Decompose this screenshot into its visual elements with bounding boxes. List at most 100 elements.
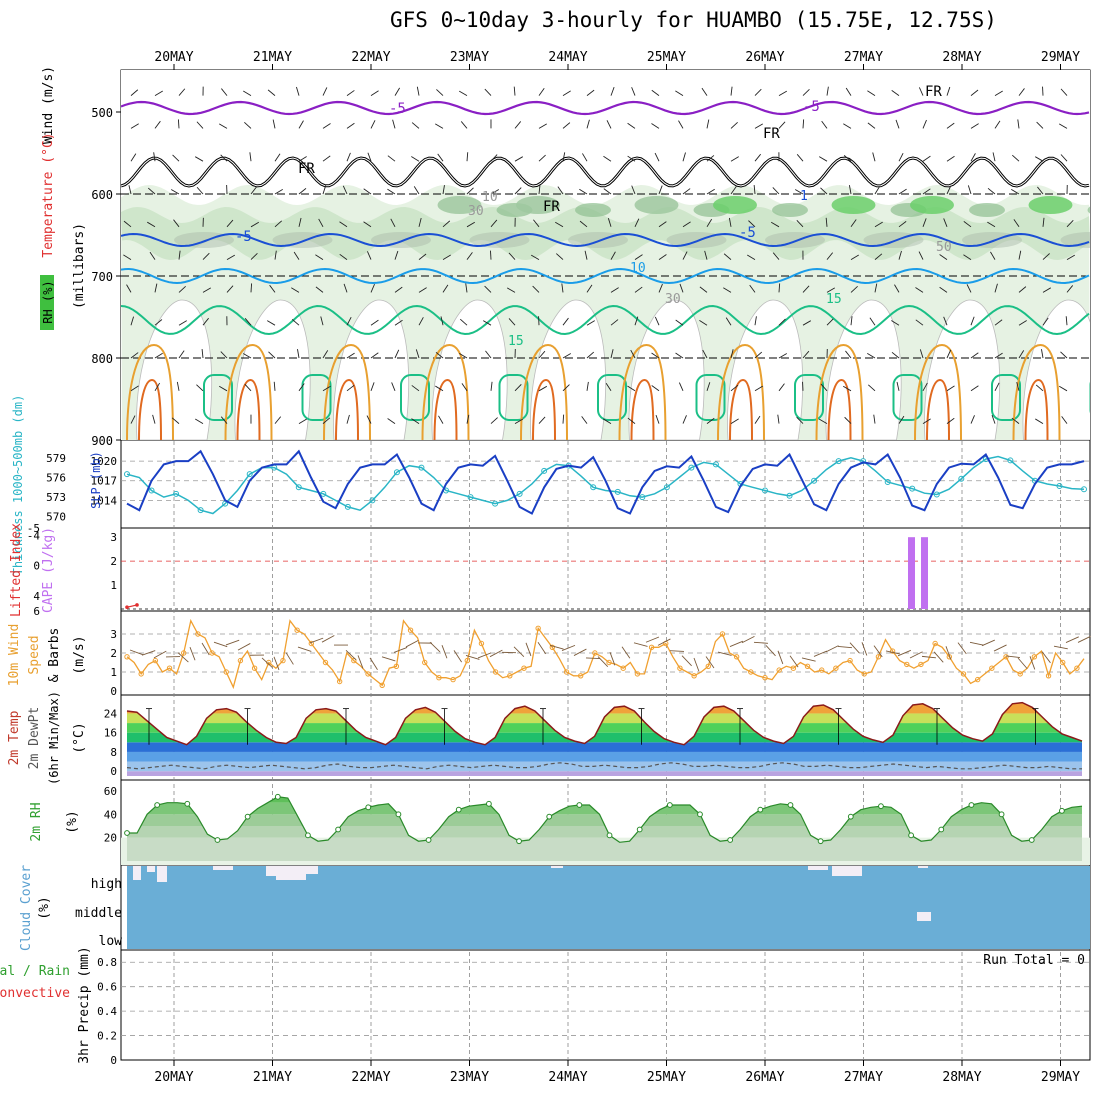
isotherm-5 — [121, 232, 1090, 248]
wind-barb — [490, 219, 498, 228]
wind-barb — [867, 353, 876, 359]
wind-barb — [508, 318, 516, 326]
rh-2m-panel: 60 40 20 — [104, 785, 1090, 865]
wind-barb — [346, 384, 355, 392]
wind-barb — [826, 318, 834, 326]
wind-speed-point — [932, 640, 938, 647]
wind-barb — [796, 154, 804, 162]
wind-barb — [244, 122, 252, 129]
wind-barb-10m — [273, 656, 280, 671]
wind-barb — [196, 186, 204, 195]
wind-barb — [891, 320, 900, 326]
wind-barb-10m — [597, 656, 609, 667]
dry-pocket — [333, 299, 410, 440]
wind-barb — [218, 123, 228, 129]
wind-barb-10m — [549, 644, 564, 650]
cape-label: CAPE (J/kg) — [41, 527, 56, 613]
isotherm-warm — [421, 343, 470, 440]
cloud-units-label: (%) — [37, 896, 52, 919]
wind-barb-10m — [861, 642, 868, 656]
cloud-gap — [276, 866, 306, 880]
wind-barb — [919, 349, 924, 359]
wind-speed-point — [181, 650, 187, 656]
wind-barb — [634, 218, 640, 227]
wind-barb — [848, 185, 852, 195]
wind-barb — [154, 352, 163, 359]
wind-barb-10m — [909, 651, 923, 659]
wind-tick-label: 1 — [110, 666, 117, 679]
wind-barb — [898, 250, 902, 260]
wind-barb — [826, 287, 836, 293]
thickness-point — [148, 487, 155, 494]
wind-barb — [1018, 320, 1027, 326]
wind-barb — [605, 382, 612, 392]
wind-barb — [322, 385, 331, 392]
rh-point — [878, 803, 884, 810]
wind-barb — [315, 286, 324, 293]
wind-barb — [869, 317, 876, 326]
wind-10m-label: 10m Wind — [7, 624, 22, 687]
slp-tick-label: 1020 — [91, 455, 118, 468]
wind-barb — [658, 254, 667, 260]
rh-point — [124, 830, 130, 836]
wind-barb — [273, 381, 276, 391]
temp-colour-band — [127, 702, 1082, 714]
wind-speed-point — [606, 659, 612, 666]
wind-barb — [898, 152, 904, 162]
wind-barb — [201, 349, 204, 359]
wind-barb — [658, 185, 663, 195]
wind-speed-point — [989, 665, 995, 671]
thickness-point — [933, 491, 940, 498]
wind-speed-point — [280, 657, 286, 664]
wind-barb — [123, 254, 132, 260]
cape-tick-label: 1 — [110, 579, 117, 592]
wind-barb — [556, 253, 564, 260]
wind-barb — [634, 286, 643, 293]
date-label: 27MAY — [844, 50, 883, 65]
isotherm-15-loop — [794, 374, 824, 421]
wind-barb — [128, 185, 132, 195]
wind-speed-point — [237, 657, 244, 664]
wind-barb-10m — [573, 648, 587, 656]
wind-barb-10m — [633, 642, 648, 647]
wind-barb — [1018, 350, 1025, 359]
wind-barb — [437, 153, 444, 162]
wind-barb — [130, 153, 137, 162]
isotherm-15 — [121, 304, 1090, 336]
wind-barb-10m — [669, 650, 685, 652]
wind-barb — [513, 86, 516, 96]
contour-label: 30 — [665, 292, 681, 307]
wind-speed-point — [960, 671, 967, 677]
isotherm-warm — [520, 343, 568, 440]
wind-barb-10m — [309, 637, 324, 644]
wind-barb-10m — [429, 641, 441, 653]
wind-barb-10m — [765, 645, 776, 657]
wind-barb — [607, 218, 612, 227]
wind-barb — [485, 350, 492, 359]
wind-barb-10m — [921, 655, 936, 659]
isotherm-warm — [323, 343, 371, 440]
wind-speed-point — [138, 671, 144, 677]
rh-point — [636, 826, 643, 833]
wind-barb — [226, 285, 234, 293]
temp-line — [126, 701, 1083, 746]
rh-point — [154, 802, 161, 808]
date-label: 21MAY — [253, 50, 292, 65]
wind-barb-10m — [1041, 651, 1051, 664]
wind-barb-10m — [393, 647, 408, 653]
wind-barbs-label: & Barbs — [47, 628, 62, 683]
wind-barb — [802, 320, 812, 326]
wind-barb — [748, 220, 756, 228]
wind-barb — [1061, 416, 1068, 424]
wind-barb — [704, 250, 708, 260]
wind-barb — [702, 349, 708, 359]
wind-barb-10m — [741, 635, 755, 644]
wind-units-label: (m/s) — [72, 635, 87, 674]
moist-blob — [969, 203, 1005, 217]
temp-tick-label: 24 — [104, 707, 118, 720]
wind-barb — [994, 352, 1003, 359]
wind-barb — [584, 250, 588, 260]
rh-axis-label: RH (%) — [41, 280, 55, 323]
wind-barb — [538, 385, 548, 392]
wind-barb — [562, 122, 571, 129]
